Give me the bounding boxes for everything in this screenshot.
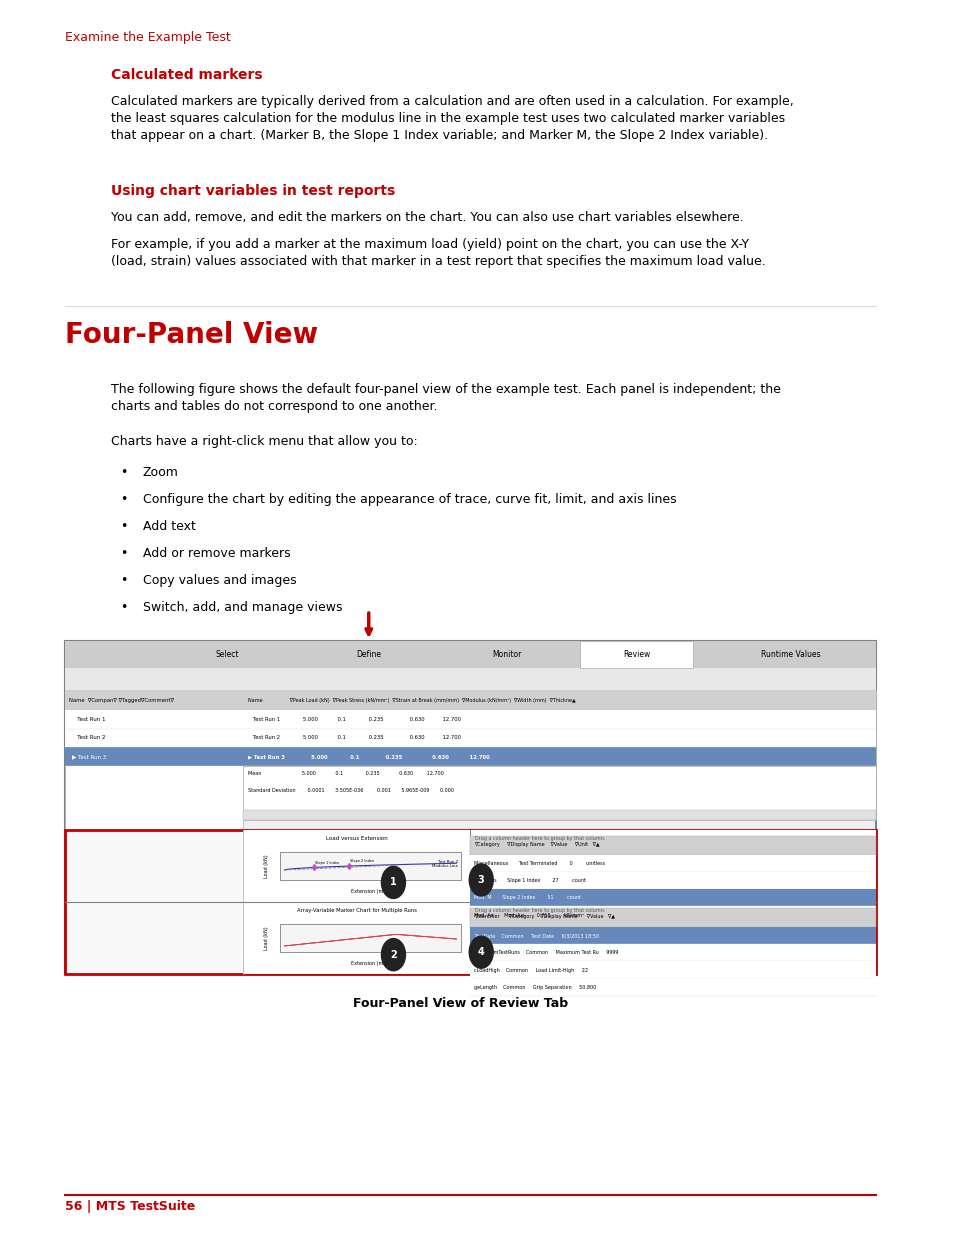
Text: Test Run 2
Modulus Line: Test Run 2 Modulus Line — [432, 860, 457, 868]
Text: Mean                           5.000             0.1               0.235        : Mean 5.000 0.1 0.235 — [248, 771, 443, 776]
Text: •: • — [120, 466, 127, 479]
Bar — [470, 903, 875, 974]
Text: ▶ Test Run 3              5.000            0.1              0.235               : ▶ Test Run 3 5.000 0.1 0.235 — [248, 753, 489, 760]
FancyBboxPatch shape — [65, 641, 875, 668]
Bar — [579, 641, 693, 668]
Text: The following figure shows the default four-panel view of the example test. Each: The following figure shows the default f… — [111, 383, 780, 412]
Bar — [470, 979, 875, 997]
Bar — [65, 710, 243, 729]
FancyBboxPatch shape — [65, 641, 875, 974]
Text: Four-Panel View: Four-Panel View — [65, 321, 317, 350]
Bar — [65, 690, 243, 710]
Text: Calculated markers are typically derived from a calculation and are often used i: Calculated markers are typically derived… — [111, 95, 793, 142]
Bar — [279, 925, 460, 952]
Text: •: • — [120, 601, 127, 615]
Bar — [243, 690, 875, 820]
Text: Define: Define — [355, 650, 381, 659]
Bar — [243, 830, 470, 903]
Text: Copy values and images: Copy values and images — [143, 574, 296, 588]
Bar — [243, 810, 875, 820]
Bar — [470, 889, 875, 906]
Text: Drag a column header here to group by that column.: Drag a column header here to group by th… — [475, 909, 604, 914]
Text: Zoom: Zoom — [143, 466, 178, 479]
Text: Extension (mm): Extension (mm) — [351, 961, 390, 966]
Text: Mod. Ax       Modulus        0.715         kN/mm²: Mod. Ax Modulus 0.715 kN/mm² — [474, 913, 583, 918]
Bar — [470, 909, 875, 927]
Bar — [243, 729, 875, 747]
Text: Switch, add, and manage views: Switch, add, and manage views — [143, 601, 342, 615]
Text: Name                  ∇Peak Load (kN)  ∇Peak Stress (kN/mm²)  ∇Strain at Break (: Name ∇Peak Load (kN) ∇Peak Stress (kN/mm… — [248, 698, 575, 703]
Text: Add text: Add text — [143, 520, 195, 534]
Bar — [470, 836, 875, 855]
Text: Extension (mm): Extension (mm) — [351, 889, 390, 894]
Circle shape — [469, 864, 493, 897]
Text: •: • — [120, 574, 127, 588]
Text: Test Run 1              5.000            0.1              0.235                0: Test Run 1 5.000 0.1 0.235 0 — [248, 716, 460, 722]
Text: Add or remove markers: Add or remove markers — [143, 547, 291, 561]
Bar — [470, 945, 875, 962]
Text: Runtime Values: Runtime Values — [760, 650, 820, 659]
Bar — [65, 747, 243, 766]
Text: Review: Review — [622, 650, 649, 659]
Bar — [243, 747, 875, 766]
Bar — [470, 906, 875, 924]
Text: You can add, remove, and edit the markers on the chart. You can also use chart v: You can add, remove, and edit the marker… — [111, 211, 742, 225]
Bar — [243, 690, 875, 710]
Bar — [65, 668, 875, 690]
Bar — [470, 830, 875, 903]
Text: Mod. M       Slope 2 Index        51         count: Mod. M Slope 2 Index 51 count — [474, 895, 580, 900]
Bar — [470, 927, 875, 945]
Text: Four-Panel View of Review Tab: Four-Panel View of Review Tab — [353, 997, 568, 1010]
Text: Test Run 2: Test Run 2 — [71, 735, 105, 741]
FancyBboxPatch shape — [65, 830, 875, 974]
Text: Load (kN): Load (kN) — [264, 855, 269, 878]
Text: Drag a column header here to group by that column.: Drag a column header here to group by th… — [475, 836, 604, 841]
Bar — [470, 872, 875, 889]
Text: Charts have a right-click menu that allow you to:: Charts have a right-click menu that allo… — [111, 435, 417, 448]
Bar — [65, 690, 243, 974]
Bar — [243, 710, 875, 729]
Text: 2: 2 — [390, 950, 396, 960]
Bar — [279, 852, 460, 881]
Text: ▶ Test Run 3: ▶ Test Run 3 — [71, 753, 106, 760]
Text: 56 | MTS TestSuite: 56 | MTS TestSuite — [65, 1199, 194, 1213]
Text: 4: 4 — [477, 947, 484, 957]
Circle shape — [381, 939, 405, 971]
Text: Test Run 1: Test Run 1 — [71, 716, 105, 722]
Text: •: • — [120, 547, 127, 561]
Text: •: • — [120, 520, 127, 534]
Bar — [470, 962, 875, 979]
Text: Configure the chart by editing the appearance of trace, curve fit, limit, and ax: Configure the chart by editing the appea… — [143, 493, 676, 506]
Text: ∇Identifier      ∇Category    ∇Display Name      ∇Value   ∇▲: ∇Identifier ∇Category ∇Display Name ∇Val… — [474, 914, 614, 920]
Text: Test Run 2              5.000            0.1              0.235                0: Test Run 2 5.000 0.1 0.235 0 — [248, 735, 460, 741]
Text: 1: 1 — [390, 877, 396, 888]
Text: ∇Category     ∇Display Name    ∇Value     ∇Unit   ∇▲: ∇Category ∇Display Name ∇Value ∇Unit ∇▲ — [474, 842, 598, 847]
Text: •: • — [120, 493, 127, 506]
Bar — [470, 855, 875, 872]
Text: TestDate    Common     Test Date     6/3/2013 18:50: TestDate Common Test Date 6/3/2013 18:50 — [474, 932, 598, 939]
Text: Load (kN): Load (kN) — [264, 926, 269, 950]
Text: Monitor: Monitor — [492, 650, 520, 659]
Text: Select: Select — [214, 650, 238, 659]
Text: Slope 2 Index: Slope 2 Index — [350, 860, 375, 863]
Circle shape — [469, 936, 493, 968]
Text: Name  ∇Compan∇ ∇Tagged∇Comment∇: Name ∇Compan∇ ∇Tagged∇Comment∇ — [69, 698, 174, 703]
Text: MaximumTestRuns    Common     Maximum Test Ru     9999: MaximumTestRuns Common Maximum Test Ru 9… — [474, 950, 618, 956]
Circle shape — [381, 867, 405, 899]
Text: 3: 3 — [477, 874, 484, 885]
Text: geLength    Common     Grip Separation     50.800: geLength Common Grip Separation 50.800 — [474, 984, 596, 990]
Text: mod ulus       Slope 1 Index        27         count: mod ulus Slope 1 Index 27 count — [474, 878, 585, 883]
Text: Examine the Example Test: Examine the Example Test — [65, 31, 230, 44]
Text: Array-Variable Marker Chart for Multiple Runs: Array-Variable Marker Chart for Multiple… — [296, 909, 416, 914]
Bar — [243, 903, 470, 974]
Bar — [65, 729, 243, 747]
Text: Calculated markers: Calculated markers — [111, 68, 262, 82]
Text: cLoadHigh    Common     Load Limit-High     22: cLoadHigh Common Load Limit-High 22 — [474, 967, 587, 973]
Text: Using chart variables in test reports: Using chart variables in test reports — [111, 184, 395, 198]
Text: Miscellaneous       Test Terminated        0         unitless: Miscellaneous Test Terminated 0 unitless — [474, 861, 604, 866]
Text: For example, if you add a marker at the maximum load (yield) point on the chart,: For example, if you add a marker at the … — [111, 238, 764, 268]
Text: Standard Deviation        0.0001       3.505E-036         0.001       5.965E-009: Standard Deviation 0.0001 3.505E-036 0.0… — [248, 788, 453, 793]
Text: Slope 1 Index: Slope 1 Index — [315, 861, 339, 864]
Text: Load versus Extension: Load versus Extension — [325, 836, 387, 841]
